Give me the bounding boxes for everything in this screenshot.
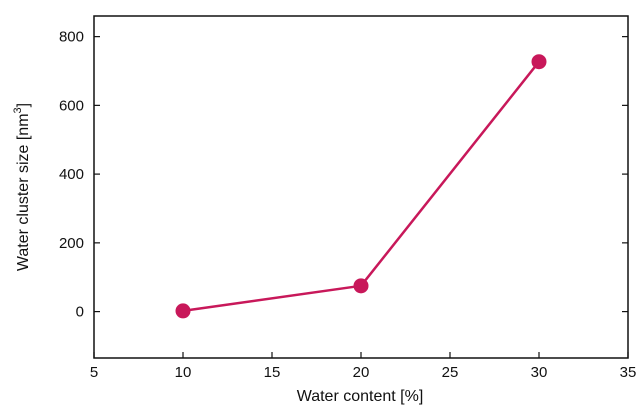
x-axis-ticks: 5 10 15 20 25 30 35 xyxy=(90,352,637,381)
series-line xyxy=(182,60,540,313)
y-tick-label: 200 xyxy=(59,235,84,252)
y-tick-label: 600 xyxy=(59,97,84,114)
x-tick-label: 35 xyxy=(620,364,637,381)
x-axis-label: Water content [%] xyxy=(297,388,424,405)
plot-layer xyxy=(175,54,547,319)
data-point xyxy=(531,54,547,70)
x-tick-label: 20 xyxy=(353,364,370,381)
data-point xyxy=(175,303,191,319)
data-point xyxy=(353,278,369,294)
y-axis-ticks: 0 200 400 600 800 xyxy=(59,29,628,321)
y-axis-label: Water cluster size [nm3] xyxy=(12,103,32,271)
x-tick-label: 30 xyxy=(531,364,548,381)
y-tick-label: 400 xyxy=(59,166,84,183)
y-tick-label: 0 xyxy=(76,304,84,321)
x-tick-label: 15 xyxy=(264,364,281,381)
plot-frame xyxy=(93,15,629,359)
x-tick-label: 5 xyxy=(90,364,98,381)
x-tick-label: 25 xyxy=(442,364,459,381)
x-tick-label: 10 xyxy=(175,364,192,381)
y-tick-label: 800 xyxy=(59,29,84,46)
